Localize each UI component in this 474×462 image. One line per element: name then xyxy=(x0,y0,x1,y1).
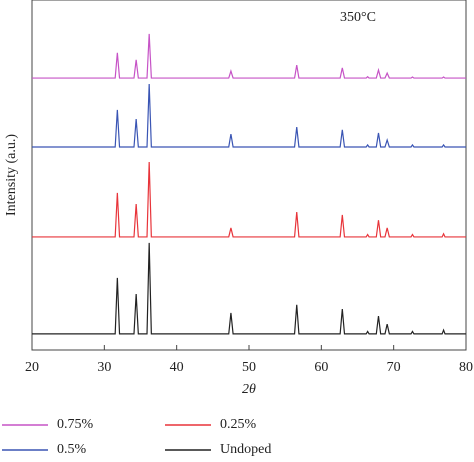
annotation: 350°C xyxy=(340,10,376,25)
x-tick-label: 30 xyxy=(97,360,111,375)
x-axis-label: 2θ xyxy=(242,382,256,397)
x-tick-label: 20 xyxy=(25,360,39,375)
legend-label: 0.25% xyxy=(220,417,257,432)
series-line xyxy=(32,162,466,238)
plot-frame xyxy=(31,0,467,351)
y-axis-label: Intensity (a.u.) xyxy=(4,134,19,216)
x-tick-label: 80 xyxy=(459,360,473,375)
legend-label: 0.5% xyxy=(57,442,87,457)
x-tick-label: 60 xyxy=(314,360,328,375)
legend-label: Undoped xyxy=(220,442,271,457)
series-line xyxy=(32,242,466,335)
series-line xyxy=(32,33,466,79)
x-tick-label: 70 xyxy=(387,360,401,375)
x-tick-label: 40 xyxy=(170,360,184,375)
legend-label: 0.75% xyxy=(57,417,94,432)
series-line xyxy=(32,83,466,148)
x-tick-label: 50 xyxy=(242,360,256,375)
